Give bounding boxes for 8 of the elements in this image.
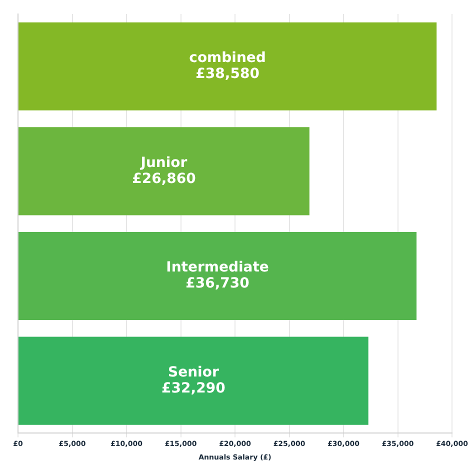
data-label: £32,290	[162, 380, 226, 396]
y-tick-label: combined	[189, 50, 266, 66]
y-tick-label: Junior	[140, 154, 188, 171]
y-tick-label: Senior	[168, 364, 219, 380]
data-label: £36,730	[186, 276, 250, 292]
y-tick-label: Intermediate	[166, 260, 269, 276]
data-label: £26,860	[132, 170, 196, 187]
data-label: £38,580	[196, 66, 260, 82]
